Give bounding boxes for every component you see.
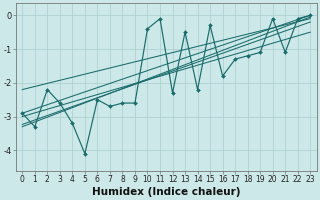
X-axis label: Humidex (Indice chaleur): Humidex (Indice chaleur) (92, 187, 241, 197)
